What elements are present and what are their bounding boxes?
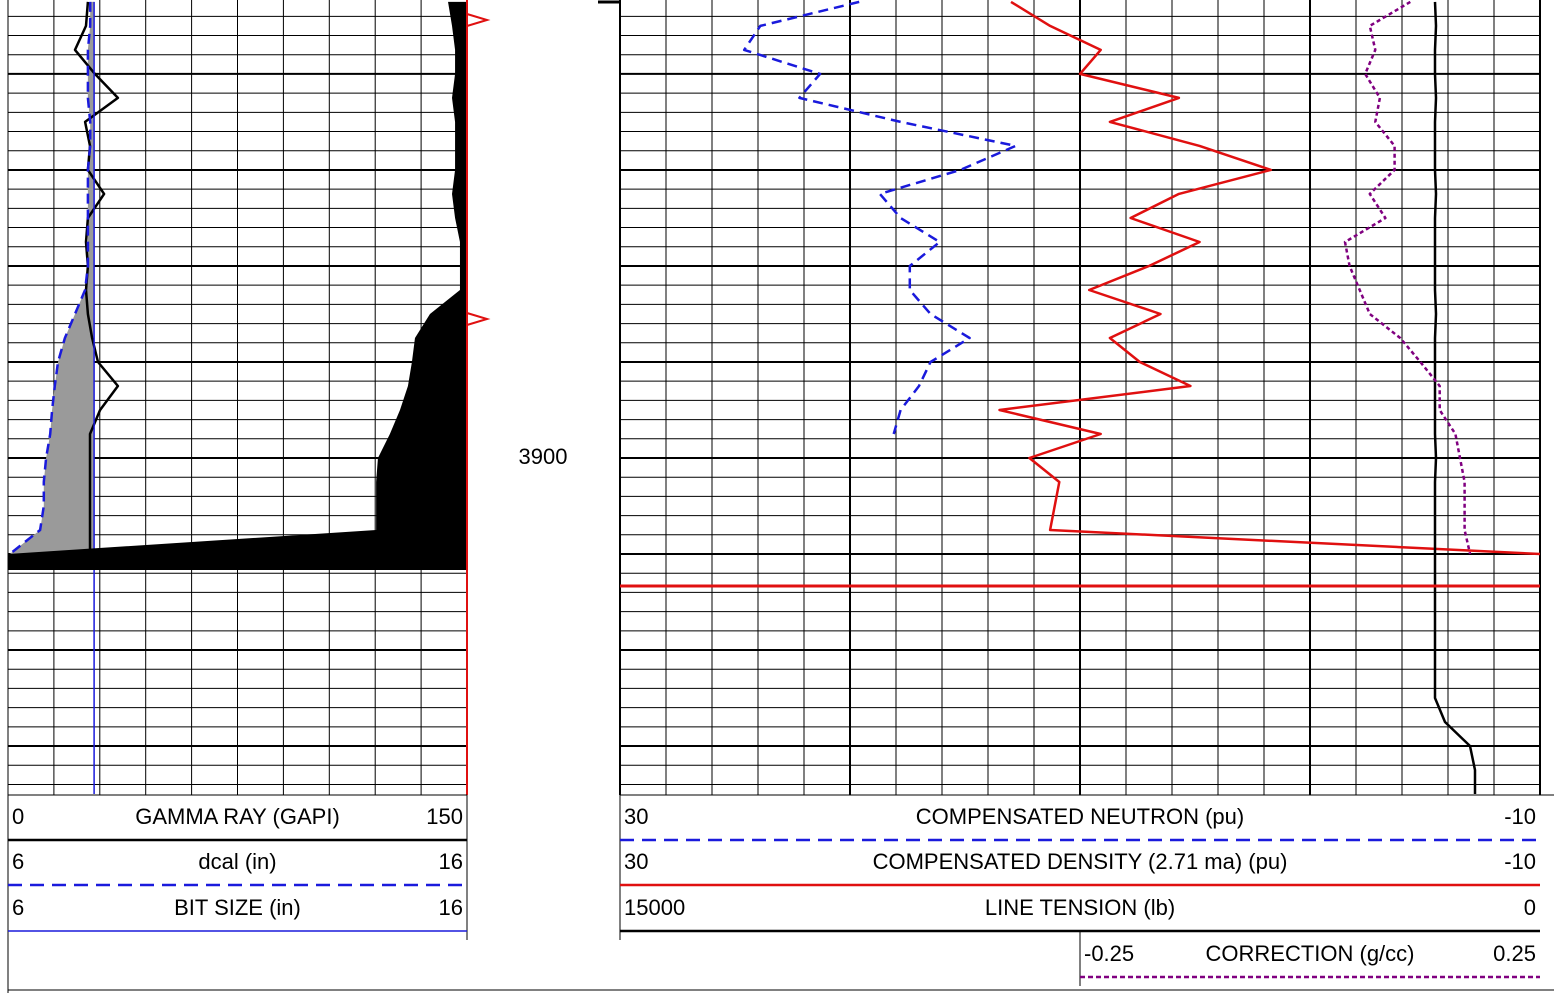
- scale-min: 6: [12, 849, 24, 874]
- curves: [8, 0, 1541, 794]
- scale-min: 30: [624, 804, 648, 829]
- scale-max: 0.25: [1493, 941, 1536, 966]
- header: 0 GAMMA RAY (GAPI) 150 6 dcal (in) 16 6 BIT SIZ…: [7, 794, 1554, 993]
- scale-min: 6: [12, 895, 24, 920]
- depth-label: 3900: [519, 444, 568, 469]
- curve: [9, 1, 92, 555]
- scale-min: 0: [12, 804, 24, 829]
- curve-name: LINE TENSION (lb): [985, 895, 1175, 920]
- scale-max: 0: [1524, 895, 1536, 920]
- marker: [466, 12, 491, 28]
- scale-max: 150: [426, 804, 463, 829]
- scale-max: 16: [439, 849, 463, 874]
- scale-max: -10: [1504, 804, 1536, 829]
- curve: [1343, 0, 1472, 555]
- scale-max: 16: [439, 895, 463, 920]
- scale-min: -0.25: [1084, 941, 1134, 966]
- scale-min: 30: [624, 849, 648, 874]
- marker: [466, 311, 491, 327]
- curve-name: CORRECTION (g/cc): [1206, 941, 1415, 966]
- scale-min: 15000: [624, 895, 685, 920]
- curve-name: GAMMA RAY (GAPI): [135, 804, 340, 829]
- curve: [998, 0, 1541, 556]
- scale-max: -10: [1504, 849, 1536, 874]
- curve-name: dcal (in): [198, 849, 276, 874]
- curve: [742, 0, 1017, 435]
- caliper-shading: [9, 1, 95, 555]
- curve-name: BIT SIZE (in): [174, 895, 301, 920]
- curve: [1433, 1, 1477, 794]
- curve-fill: [8, 1, 467, 571]
- curve-name: COMPENSATED DENSITY (2.71 ma) (pu): [873, 849, 1288, 874]
- curve-name: COMPENSATED NEUTRON (pu): [916, 804, 1244, 829]
